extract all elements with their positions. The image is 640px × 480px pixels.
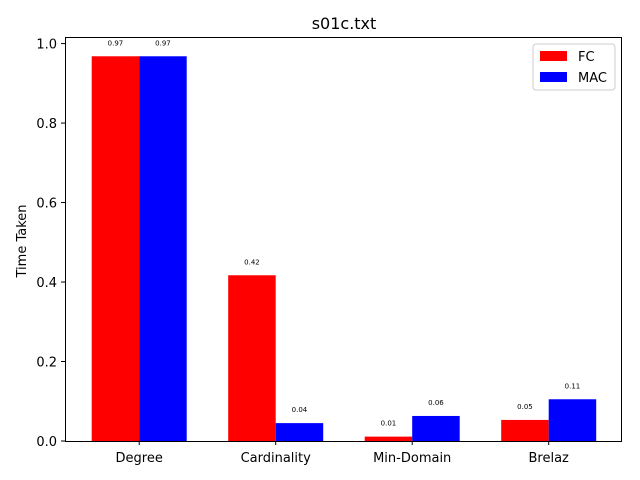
y-tick-label: 0.2 — [36, 356, 57, 371]
x-ticks-group: Degree Cardinality Min-Domain Brelaz — [116, 441, 570, 466]
chart-title: s01c.txt — [312, 14, 377, 33]
y-tick-label: 0.4 — [36, 276, 57, 291]
plot-frame — [65, 37, 622, 442]
x-tick-label-brelaz: Brelaz — [529, 451, 570, 466]
data-labels-group: 0.97 0.97 0.42 0.04 0.01 0.06 0.05 0.11 — [108, 39, 581, 427]
legend-label-mac: MAC — [578, 71, 607, 86]
legend: FC MAC — [532, 43, 616, 91]
data-label-fc-brelaz: 0.05 — [517, 403, 533, 411]
legend-label-fc: FC — [578, 50, 595, 65]
bar-fc-degree — [91, 56, 140, 442]
data-label-fc-cardinality: 0.42 — [244, 258, 260, 266]
y-ticks-group: 0.0 0.2 0.4 0.6 0.8 1.0 — [36, 38, 65, 450]
legend-swatch-mac — [540, 72, 567, 82]
legend-swatch-fc — [540, 51, 567, 61]
bar-fc-cardinality — [228, 275, 276, 441]
bar-mac-min-domain — [412, 415, 460, 441]
bars-group — [91, 56, 597, 442]
bar-fc-brelaz — [501, 419, 549, 441]
bar-fc-min-domain — [364, 436, 413, 441]
bar-mac-cardinality — [275, 423, 324, 441]
data-label-mac-brelaz: 0.11 — [565, 382, 581, 390]
data-label-fc-degree: 0.97 — [108, 39, 124, 47]
data-label-mac-cardinality: 0.04 — [292, 406, 308, 414]
y-tick-label: 1.0 — [36, 38, 57, 53]
x-tick-label-degree: Degree — [116, 451, 163, 466]
x-tick-label-min-domain: Min-Domain — [373, 451, 451, 466]
x-tick-label-cardinality: Cardinality — [241, 451, 312, 466]
data-label-mac-degree: 0.97 — [155, 39, 171, 47]
bar-mac-degree — [139, 56, 187, 442]
bar-mac-brelaz — [548, 399, 597, 441]
y-tick-label: 0.6 — [36, 197, 57, 212]
data-label-mac-min-domain: 0.06 — [428, 399, 444, 407]
y-tick-label: 0.0 — [36, 435, 57, 450]
data-label-fc-min-domain: 0.01 — [381, 420, 397, 428]
y-tick-label: 0.8 — [36, 117, 57, 132]
y-axis-label: Time Taken — [15, 204, 30, 278]
